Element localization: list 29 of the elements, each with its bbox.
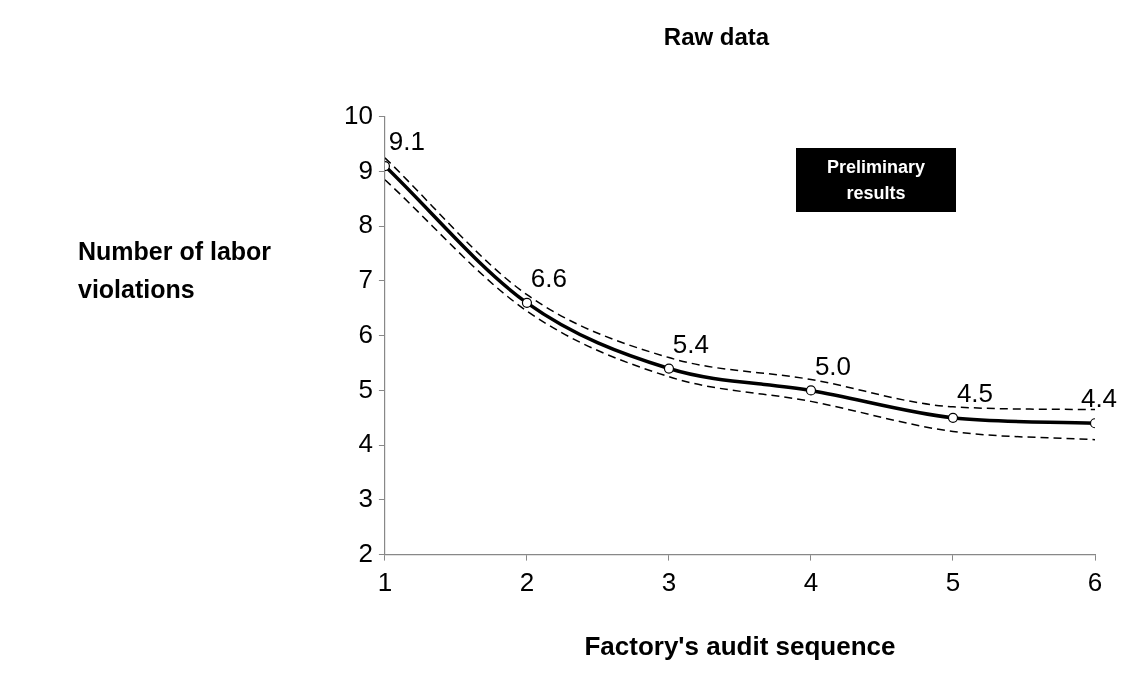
y-tick-label: 6 <box>358 318 373 349</box>
y-tick-label: 7 <box>358 264 373 295</box>
data-label: 5.0 <box>814 350 852 381</box>
x-tick-label: 2 <box>519 567 535 598</box>
x-tick-label: 6 <box>1087 567 1103 598</box>
y-tick-label: 3 <box>358 483 373 514</box>
point <box>521 297 533 308</box>
y-tick-label: 4 <box>358 428 373 459</box>
x-tick-label: 5 <box>945 567 961 598</box>
data-label: 9.1 <box>388 126 425 157</box>
data-label: 5.4 <box>672 328 710 359</box>
data-label: 4.4 <box>1080 383 1118 414</box>
y-tick-label: 9 <box>358 154 373 185</box>
point <box>663 363 675 374</box>
chart-title: Raw data <box>663 23 770 51</box>
point <box>947 412 959 423</box>
x-tick-label: 1 <box>377 567 393 598</box>
note-box: Preliminary results <box>796 148 956 212</box>
y-tick-label: 10 <box>344 99 373 130</box>
y-tick-label: 2 <box>358 537 373 568</box>
data-label: 4.5 <box>956 377 994 408</box>
x-tick-label: 4 <box>803 567 819 598</box>
data-label: 6.6 <box>530 263 568 294</box>
x-tick-label: 3 <box>661 567 677 598</box>
y-tick-label: 8 <box>358 209 373 240</box>
y-axis-title: Number of labor violations <box>78 236 273 305</box>
y-tick-label: 5 <box>358 373 373 404</box>
x-axis-title: Factory's audit sequence <box>584 630 896 661</box>
point <box>805 385 817 396</box>
